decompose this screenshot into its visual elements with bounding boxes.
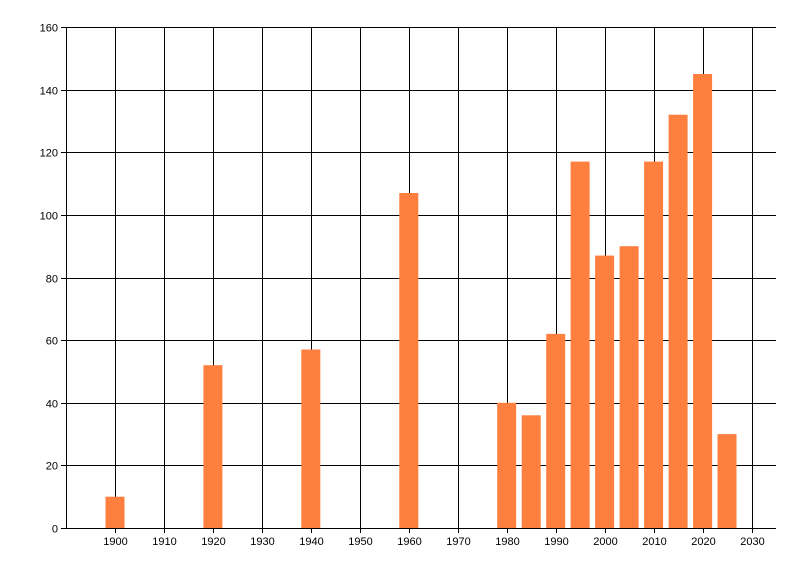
- x-tick-label: 1920: [201, 536, 225, 548]
- y-tick-label: 140: [40, 86, 58, 98]
- y-tick-label: 0: [52, 524, 58, 536]
- bar: [619, 246, 639, 528]
- bar: [105, 496, 125, 528]
- bar: [497, 402, 517, 529]
- x-tick-label: 2030: [740, 536, 764, 548]
- bar: [693, 74, 713, 528]
- bar: [570, 161, 590, 528]
- x-tick-label: 2000: [593, 536, 617, 548]
- bar: [203, 365, 223, 528]
- bar: [668, 114, 688, 528]
- x-tick-label: 1910: [152, 536, 176, 548]
- y-tick-label: 60: [46, 336, 58, 348]
- x-tick-label: 2020: [691, 536, 715, 548]
- bars: [105, 74, 737, 529]
- y-tick-label: 20: [46, 461, 58, 473]
- bar: [717, 434, 737, 528]
- x-tick-label: 1900: [103, 536, 127, 548]
- bar: [301, 349, 321, 528]
- x-tick-label: 1960: [397, 536, 421, 548]
- x-tick-label: 1940: [299, 536, 323, 548]
- bar: [399, 193, 419, 528]
- x-tick-label: 1930: [250, 536, 274, 548]
- bar: [644, 161, 664, 528]
- axes: [61, 27, 776, 533]
- grid: [66, 27, 776, 528]
- x-tick-label: 1950: [348, 536, 372, 548]
- y-tick-label: 120: [40, 148, 58, 160]
- y-tick-label: 80: [46, 274, 58, 286]
- x-tick-label: 1970: [446, 536, 470, 548]
- y-tick-label: 100: [40, 211, 58, 223]
- bar: [521, 415, 541, 528]
- bar: [595, 255, 615, 528]
- bar: [546, 333, 566, 528]
- y-tick-label: 40: [46, 399, 58, 411]
- x-tick-label: 2010: [642, 536, 666, 548]
- x-tick-label: 1980: [495, 536, 519, 548]
- x-tick-label: 1990: [544, 536, 568, 548]
- y-tick-label: 160: [40, 23, 58, 35]
- tick-labels: 0 20 40 60 80 100 120 140 160 1900 1910 1920 1930 194…: [40, 23, 765, 549]
